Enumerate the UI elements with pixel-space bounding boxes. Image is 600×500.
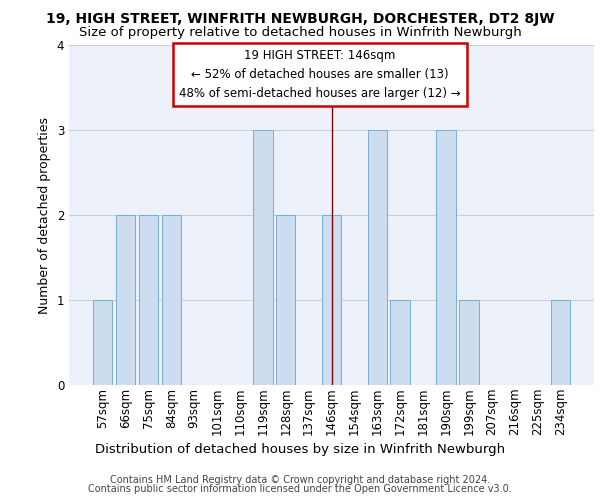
Bar: [276, 215, 295, 385]
Bar: [391, 300, 410, 385]
Text: Distribution of detached houses by size in Winfrith Newburgh: Distribution of detached houses by size …: [95, 442, 505, 456]
Bar: [93, 300, 112, 385]
Bar: [161, 215, 181, 385]
Text: 19, HIGH STREET, WINFRITH NEWBURGH, DORCHESTER, DT2 8JW: 19, HIGH STREET, WINFRITH NEWBURGH, DORC…: [46, 12, 554, 26]
Text: Contains public sector information licensed under the Open Government Licence v3: Contains public sector information licen…: [88, 484, 512, 494]
Bar: [253, 130, 272, 385]
Bar: [368, 130, 387, 385]
Text: Size of property relative to detached houses in Winfrith Newburgh: Size of property relative to detached ho…: [79, 26, 521, 39]
Bar: [436, 130, 455, 385]
Y-axis label: Number of detached properties: Number of detached properties: [38, 116, 51, 314]
Bar: [116, 215, 135, 385]
Bar: [322, 215, 341, 385]
Bar: [551, 300, 570, 385]
Bar: [139, 215, 158, 385]
Text: Contains HM Land Registry data © Crown copyright and database right 2024.: Contains HM Land Registry data © Crown c…: [110, 475, 490, 485]
Text: 19 HIGH STREET: 146sqm
← 52% of detached houses are smaller (13)
48% of semi-det: 19 HIGH STREET: 146sqm ← 52% of detached…: [179, 50, 461, 100]
Bar: [459, 300, 479, 385]
